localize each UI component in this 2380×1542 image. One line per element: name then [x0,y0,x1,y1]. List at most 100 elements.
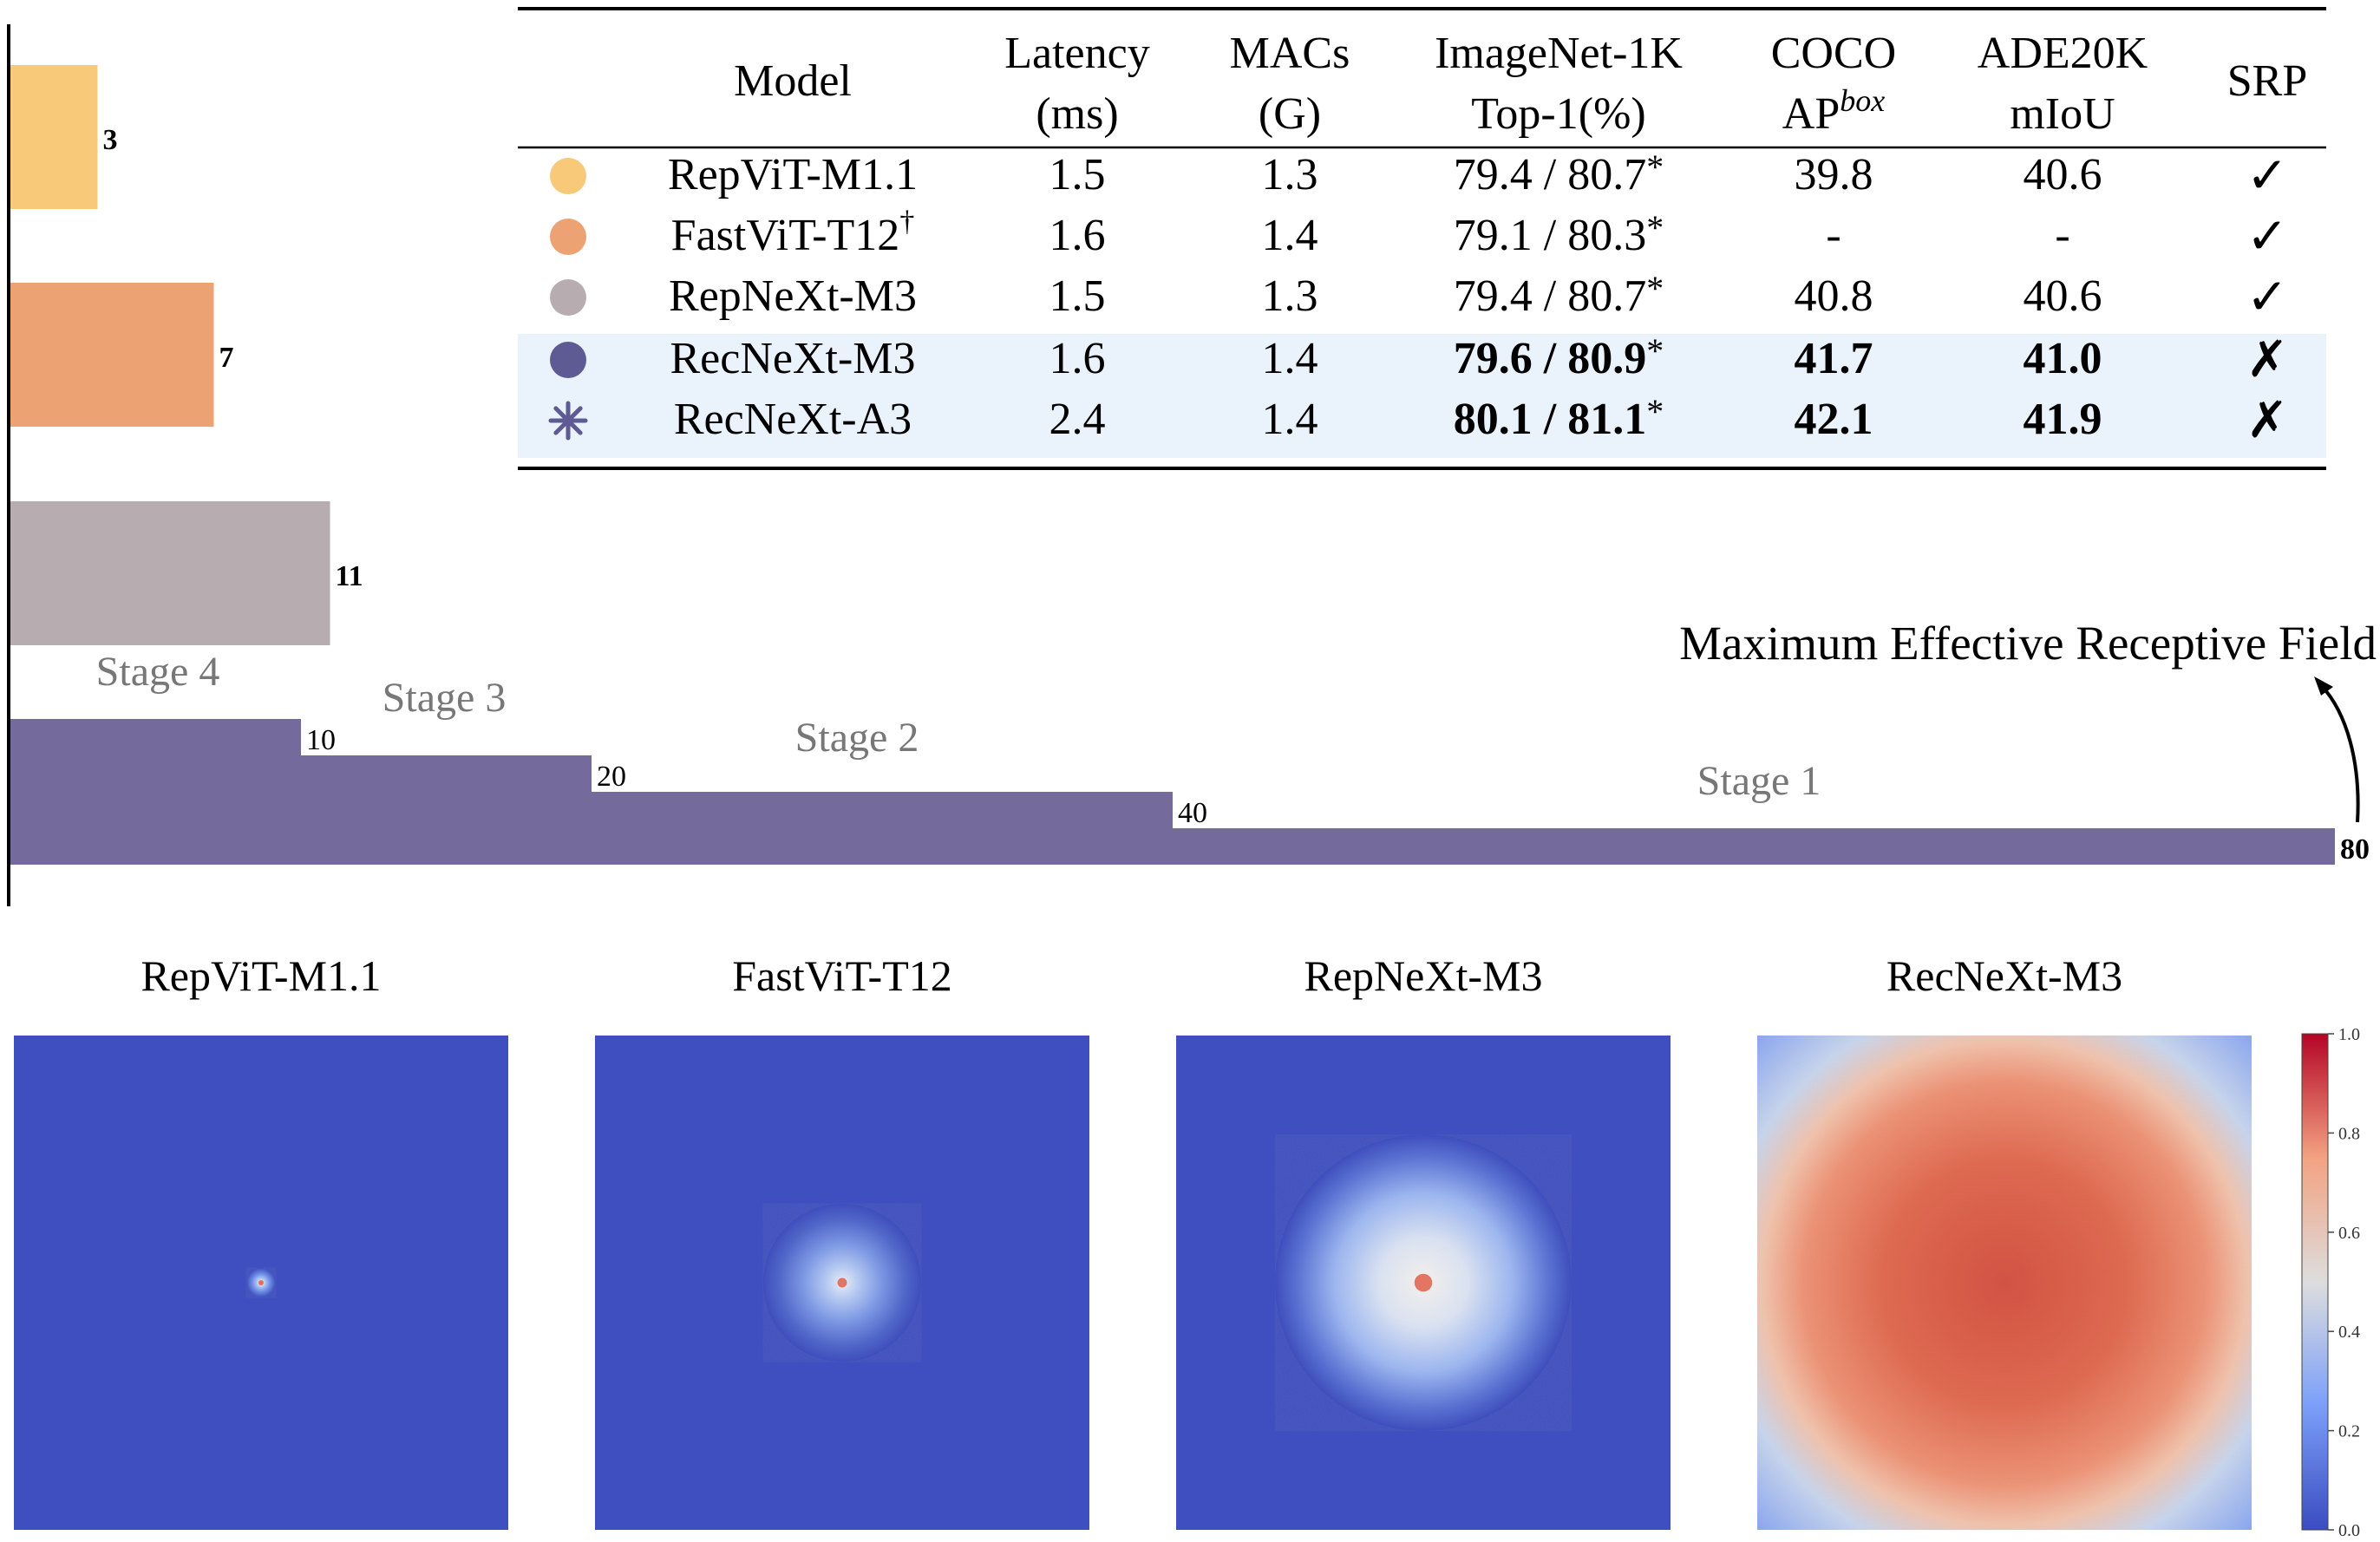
heatmap-center [837,1277,847,1288]
cell-top1: 79.6 / 80.9* [1454,331,1664,383]
stage-value-label: 20 [597,761,626,793]
bar-value-label: 11 [336,560,363,592]
cell-latency: 2.4 [1049,395,1106,444]
heatmap-title: RepViT-M1.1 [141,951,381,1000]
legend-marker [550,219,586,255]
colorbar: 0.0 0.2 0.4 0.6 0.8 1.0 [2301,1025,2360,1540]
cell-srp: ✓ [2246,208,2289,265]
heatmap-repvit-m1-1: RepViT-M1.1 [14,951,508,1530]
cell-model: FastViT-T12† [671,206,915,260]
cell-model: RepViT-M1.1 [668,150,918,199]
heatmap-title: FastViT-T12 [732,951,952,1000]
header-coco: COCO [1771,29,1896,78]
heatmap-title: RepNeXt-M3 [1304,951,1543,1000]
bar-fastvit-t12 [10,283,214,427]
cell-latency: 1.6 [1049,211,1106,260]
cell-ade: 41.0 [2024,334,2102,383]
erf-heatmaps: RepViT-M1.1 FastViT-T12 RepNeXt-M3 RecNeXt-… [14,951,2252,1530]
cell-macs: 1.4 [1262,211,1318,260]
bar-value-label: 7 [219,342,234,374]
colorbar-scale [2301,1033,2329,1531]
header-macs: MACs [1230,29,1350,78]
cell-model: RepNeXt-M3 [669,271,917,321]
cell-ade: - [2055,211,2069,260]
cell-coco: - [1826,211,1841,260]
stage-bar-stage-3 [10,755,592,792]
erf-bars: 3 7 11 [10,65,363,645]
header-model: Model [734,56,852,106]
header-srp: SRP [2227,56,2308,106]
cell-latency: 1.6 [1049,334,1106,383]
table-row-recnext-m3: RecNeXt-M3 1.6 1.4 79.6 / 80.9* 41.7 41.0 ✗ [550,331,2288,388]
heatmap-center [1414,1273,1433,1292]
stage-label: Stage 2 [795,715,919,761]
header-sub-top-1: Top-1(%) [1471,89,1645,139]
cell-macs: 1.4 [1262,334,1318,383]
cell-latency: 1.5 [1049,150,1106,199]
cell-coco: 39.8 [1795,150,1873,199]
highlight-band [518,334,2326,458]
cell-top1: 79.4 / 80.7* [1454,147,1664,199]
cell-macs: 1.3 [1262,150,1318,199]
header-imagenet-1k: ImageNet-1K [1435,29,1683,78]
legend-marker-asterisk [548,401,588,441]
header-sub-ap: APbox [1782,83,1885,139]
table-row-fastvit-t12: FastViT-T12† 1.6 1.4 79.1 / 80.3* - - ✓ [550,206,2288,265]
heatmap-field [1757,1036,2252,1530]
cell-model: RecNeXt-M3 [670,334,915,383]
header-ade20k: ADE20K [1978,29,2148,78]
colorbar-tick-label: 0.6 [2338,1224,2360,1243]
cell-ade: 41.9 [2024,395,2102,444]
stage-label: Stage 1 [1697,758,1821,804]
legend-marker [550,279,586,316]
cell-latency: 1.5 [1049,271,1106,321]
cell-top1: 80.1 / 81.1* [1454,392,1664,444]
stage-value-label: 40 [1178,797,1207,829]
annotation-arrow [2319,683,2360,823]
cell-top1: 79.4 / 80.7* [1454,269,1664,321]
stage-bar-stage-2 [10,792,1173,828]
bar-value-label: 3 [103,124,118,156]
annotation-max-erf: Maximum Effective Receptive Field [1679,617,2377,670]
cell-macs: 1.4 [1262,395,1318,444]
annotation-arrowhead [2314,676,2333,696]
cell-macs: 1.3 [1262,271,1318,321]
cell-coco: 40.8 [1795,271,1873,321]
header-sub-miou: mIoU [2010,89,2115,139]
cell-top1: 79.1 / 80.3* [1454,208,1664,260]
table-row-repnext-m3: RepNeXt-M3 1.5 1.3 79.4 / 80.7* 40.8 40.6 ✓ [550,269,2288,325]
stage-value-label: 80 [2340,833,2370,866]
bar-repvit-m1-1 [10,65,98,209]
stage-label: Stage 4 [96,649,220,695]
bar-repnext-m3 [10,501,330,645]
stage-label: Stage 3 [382,675,507,721]
legend-marker [550,342,586,378]
heatmap-fastvit-t12: FastViT-T12 [595,951,1089,1530]
cell-coco: 42.1 [1795,395,1873,444]
table-row-recnext-a3: RecNeXt-A3 2.4 1.4 80.1 / 81.1* 42.1 41.9 ✗ [548,392,2288,448]
heatmap-center [258,1280,264,1285]
table-row-repvit-m1-1: RepViT-M1.1 1.5 1.3 79.4 / 80.7* 39.8 40.6 ✓ [550,147,2288,204]
cell-srp: ✗ [2246,331,2289,388]
cell-srp: ✓ [2246,147,2289,204]
stage-bars: 10 Stage 4 20 Stage 3 40 Stage 2 80 Stage 1 [10,649,2370,866]
header-sub-g: (G) [1259,89,1321,139]
results-table: Model Latency MACs ImageNet-1K COCO ADE20K SRP… [518,7,2326,470]
colorbar-tick-label: 0.2 [2338,1422,2360,1441]
colorbar-tick-label: 0.0 [2338,1521,2360,1540]
cell-ade: 40.6 [2024,271,2102,321]
stage-bar-stage-4 [10,719,301,755]
cell-srp: ✓ [2246,269,2289,325]
colorbar-tick-label: 0.4 [2338,1323,2360,1342]
header-latency: Latency [1004,29,1149,78]
cell-ade: 40.6 [2024,150,2102,199]
heatmap-repnext-m3: RepNeXt-M3 [1176,951,1671,1530]
cell-model: RecNeXt-A3 [674,395,912,444]
heatmap-recnext-m3: RecNeXt-M3 [1757,951,2252,1530]
legend-marker [550,158,586,194]
cell-coco: 41.7 [1795,334,1873,383]
colorbar-tick-label: 0.8 [2338,1124,2360,1143]
stage-bar-stage-1 [10,828,2335,865]
colorbar-tick-label: 1.0 [2338,1025,2360,1044]
